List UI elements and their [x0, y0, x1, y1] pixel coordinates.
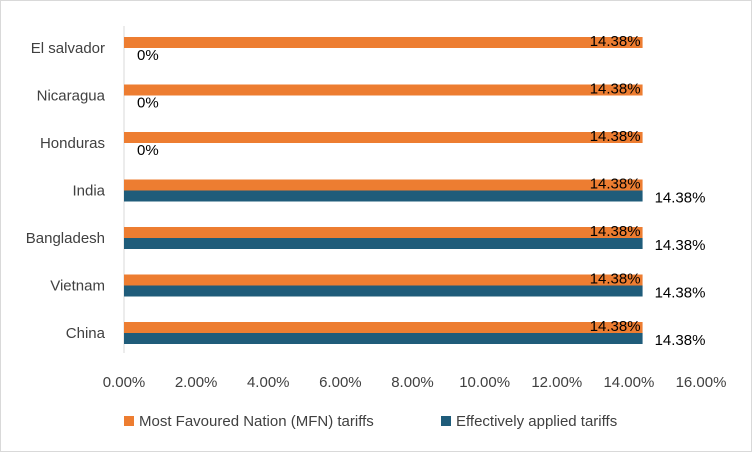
legend-swatch-effectively-applied-tariffs: [441, 416, 451, 426]
x-tick-label: 14.00%: [603, 374, 654, 391]
legend-label-most-favoured-nation-mfn-tariffs: Most Favoured Nation (MFN) tariffs: [139, 413, 374, 430]
legend-swatch-most-favoured-nation-mfn-tariffs: [124, 416, 134, 426]
category-label-el-salvador: El salvador: [31, 40, 105, 57]
x-tick-label: 2.00%: [175, 374, 218, 391]
bar-most-favoured-nation-mfn-tariffs-honduras: [124, 132, 643, 143]
x-tick-label: 6.00%: [319, 374, 362, 391]
bar-effectively-applied-tariffs-vietnam: [124, 285, 643, 297]
data-label-effectively-applied-tariffs-vietnam: 14.38%: [655, 285, 706, 302]
x-tick-label: 8.00%: [391, 374, 434, 391]
bar-most-favoured-nation-mfn-tariffs-bangladesh: [124, 227, 643, 238]
bars-layer: [124, 37, 643, 344]
data-label-most-favoured-nation-mfn-tariffs-china: 14.38%: [590, 318, 641, 335]
bar-most-favoured-nation-mfn-tariffs-vietnam: [124, 274, 643, 286]
data-label-most-favoured-nation-mfn-tariffs-nicaragua: 14.38%: [590, 81, 641, 98]
data-label-effectively-applied-tariffs-india: 14.38%: [655, 190, 706, 207]
data-label-effectively-applied-tariffs-china: 14.38%: [655, 332, 706, 349]
data-label-effectively-applied-tariffs-el-salvador: 0%: [137, 47, 159, 64]
x-tick-label: 16.00%: [676, 374, 727, 391]
bar-most-favoured-nation-mfn-tariffs-el-salvador: [124, 37, 643, 48]
x-tick-label: 4.00%: [247, 374, 290, 391]
data-label-effectively-applied-tariffs-nicaragua: 0%: [137, 95, 159, 112]
category-label-vietnam: Vietnam: [50, 278, 105, 295]
x-tick-label: 12.00%: [531, 374, 582, 391]
bar-most-favoured-nation-mfn-tariffs-nicaragua: [124, 84, 643, 96]
data-label-effectively-applied-tariffs-honduras: 0%: [137, 142, 159, 159]
data-labels-layer: 14.38% 0% 14.38% 0% 14.38% 0% 14.38% 14.38% 14.3…: [137, 33, 705, 349]
category-label-bangladesh: Bangladesh: [26, 230, 105, 247]
data-label-most-favoured-nation-mfn-tariffs-el-salvador: 14.38%: [590, 33, 641, 50]
category-label-honduras: Honduras: [40, 135, 105, 152]
category-label-india: India: [72, 183, 105, 200]
x-tick-label: 10.00%: [459, 374, 510, 391]
bar-most-favoured-nation-mfn-tariffs-india: [124, 179, 643, 191]
category-label-china: China: [66, 325, 106, 342]
data-label-most-favoured-nation-mfn-tariffs-bangladesh: 14.38%: [590, 223, 641, 240]
bar-effectively-applied-tariffs-china: [124, 333, 643, 344]
x-tick-label: 0.00%: [103, 374, 146, 391]
bar-effectively-applied-tariffs-bangladesh: [124, 238, 643, 249]
data-label-effectively-applied-tariffs-bangladesh: 14.38%: [655, 237, 706, 254]
data-label-most-favoured-nation-mfn-tariffs-india: 14.38%: [590, 176, 641, 193]
legend-label-effectively-applied-tariffs: Effectively applied tariffs: [456, 413, 617, 430]
axis-layer: 0.00% 2.00% 4.00% 6.00% 8.00% 10.00% 12.00% 14.…: [26, 26, 727, 391]
category-label-nicaragua: Nicaragua: [37, 88, 106, 105]
legend: Most Favoured Nation (MFN) tariffs Effect…: [124, 413, 617, 430]
bar-most-favoured-nation-mfn-tariffs-china: [124, 322, 643, 333]
data-label-most-favoured-nation-mfn-tariffs-honduras: 14.38%: [590, 128, 641, 145]
bar-effectively-applied-tariffs-india: [124, 190, 643, 202]
data-label-most-favoured-nation-mfn-tariffs-vietnam: 14.38%: [590, 271, 641, 288]
